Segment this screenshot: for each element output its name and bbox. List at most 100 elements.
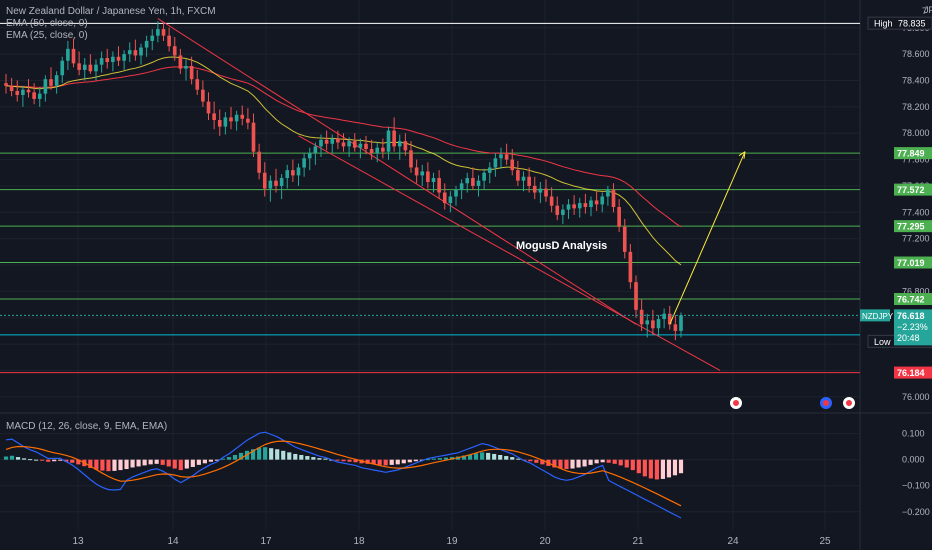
candle-body [667, 313, 672, 325]
candle-body [420, 171, 425, 176]
candle-body [60, 60, 65, 76]
candle-body [358, 143, 363, 148]
x-tick-label: 19 [446, 536, 458, 547]
candle-body [403, 141, 408, 151]
candle-body [510, 159, 515, 171]
candle-body [336, 138, 340, 143]
macd-histogram-bar [130, 459, 135, 468]
candle-body [189, 65, 194, 80]
macd-histogram-bar [437, 458, 443, 460]
macd-histogram-bar [660, 459, 666, 479]
macd-histogram-bar [64, 459, 69, 462]
macd-histogram-bar [540, 459, 545, 465]
macd-histogram-bar [672, 459, 678, 476]
candle-body [549, 196, 554, 206]
candle-body [561, 209, 565, 215]
macd-histogram-bar [100, 459, 105, 471]
candle-body [49, 79, 53, 86]
macd-histogram-bar [431, 458, 436, 460]
macd-histogram-bar [353, 459, 358, 463]
high-label: High [874, 19, 893, 29]
candle-body [651, 320, 655, 329]
macd-line [5, 431, 682, 519]
macd-histogram-bar [534, 459, 539, 463]
x-tick-label: 24 [727, 536, 739, 547]
candle-body [426, 171, 430, 182]
candle-body [617, 207, 621, 227]
macd-y-tick-label: −0.100 [902, 481, 930, 491]
candle-body [99, 58, 104, 65]
candle-body [223, 117, 228, 127]
economic-event-icon[interactable] [820, 397, 832, 409]
economic-event-icon[interactable] [730, 397, 742, 409]
macd-histogram-bar [184, 459, 189, 469]
macd-histogram-bar [124, 459, 129, 470]
macd-histogram-bar [9, 455, 15, 460]
macd-histogram-bar [624, 459, 629, 468]
candle-body [583, 203, 588, 208]
symbol-badge [860, 309, 890, 322]
macd-histogram-bar [238, 452, 244, 460]
candle-body [566, 204, 571, 210]
candle-body [628, 251, 633, 283]
ema25-legend: EMA (25, close, 0) [6, 30, 88, 41]
macd-histogram-bar [371, 459, 376, 465]
x-tick-label: 18 [353, 536, 365, 547]
macd-histogram-bar [576, 459, 581, 468]
macd-histogram-bar [220, 458, 226, 460]
candle-body [673, 324, 678, 331]
macd-histogram-bar [648, 459, 653, 479]
candle-body [240, 114, 245, 119]
level-price-label: 76.184 [897, 368, 925, 378]
candle-body [88, 64, 93, 72]
candle-body [144, 40, 149, 48]
candle-body [212, 113, 216, 121]
candle-body [656, 319, 661, 329]
macd-y-tick-label: −0.200 [902, 507, 930, 517]
candle-body [229, 117, 233, 122]
macd-histogram-bar [154, 459, 159, 464]
candle-body [77, 63, 81, 70]
candle-body [37, 93, 42, 99]
candle-body [268, 180, 273, 189]
macd-histogram-bar [70, 459, 75, 463]
current-change-label: −2.23% [897, 322, 928, 332]
macd-histogram-bar [473, 453, 479, 460]
projection-arrow-head [738, 151, 746, 159]
candle-body [167, 35, 171, 47]
candle-body [324, 139, 329, 144]
x-tick-label: 13 [72, 536, 84, 547]
candle-body [139, 47, 143, 56]
candle-body [246, 118, 250, 123]
macd-histogram-bar [263, 447, 268, 460]
candle-body [532, 185, 537, 193]
macd-histogram-bar [34, 459, 39, 461]
macd-histogram-bar [335, 459, 340, 461]
candle-body [431, 178, 436, 182]
price-legend: New Zealand Dollar / Japanese Yen, 1h, F… [6, 6, 216, 42]
macd-histogram-bar [160, 459, 165, 465]
economic-event-icon[interactable] [843, 397, 855, 409]
candle-body [330, 138, 335, 144]
candle-body [594, 200, 599, 205]
candle-body [572, 204, 576, 209]
candle-body [639, 309, 644, 325]
macd-histogram-bar [15, 457, 21, 460]
candle-body [127, 50, 132, 55]
macd-histogram-bar [413, 459, 418, 462]
candle-body [274, 180, 278, 186]
candle-body [156, 29, 160, 36]
macd-histogram-bar [148, 459, 153, 465]
candle-body [262, 172, 267, 189]
macd-histogram-bar [317, 458, 322, 460]
macd-histogram-bar [142, 459, 147, 466]
macd-histogram-bar [172, 459, 177, 469]
current-price-badge [894, 309, 932, 346]
high-value: 78.835 [898, 19, 926, 29]
macd-histogram-bar [257, 447, 262, 460]
candle-body [54, 75, 59, 86]
candle-body [291, 170, 295, 176]
macd-histogram-bar [21, 458, 27, 460]
macd-histogram-bar [558, 459, 563, 469]
